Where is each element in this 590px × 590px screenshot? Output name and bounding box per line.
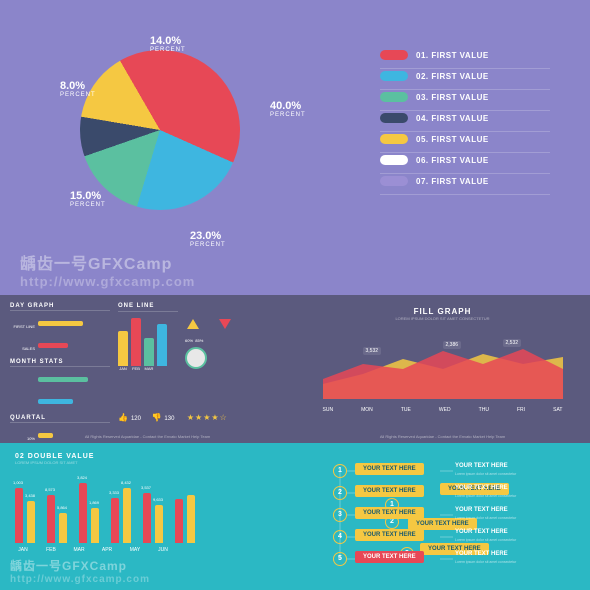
double-bar: 8,573 [47,495,55,543]
pie-percent-label: 15.0%PERCENT [70,190,106,208]
hbar-row: FIRST LINE [10,315,110,333]
flow-text-label: YOUR TEXT HERE [455,529,508,535]
flow-panel: YOUR TEXT HERE 1 YOUR TEXT HERE 2 YOUR TEXT … [295,443,590,590]
legend-item: 01. FIRST VALUE [380,50,550,60]
flow-number: 3 [333,508,347,522]
area-value-label: 2,532 [503,339,522,347]
flow-text-label: YOUR TEXT HERE [455,551,508,557]
double-bar: 3,824 [79,483,87,543]
footer-text-2: All Rights Reserved Aquaridae - Contact … [295,434,590,439]
area-chart: 3,532 2,386 2,532 [323,329,563,399]
hbar-row: SALES [10,337,110,355]
legend-item: 03. FIRST VALUE [380,92,550,102]
double-sub: LOREM IPSUM DOLOR SIT AMET [15,460,295,465]
area-value-label: 3,532 [363,347,382,355]
vbar [144,338,154,366]
legend-item: 05. FIRST VALUE [380,134,550,144]
vbar [118,331,128,366]
watermark-2: 龋齿一号GFXCamp http://www.gfxcamp.com [10,557,150,585]
double-bar: 3,333 [111,498,119,543]
flow-number: 4 [333,530,347,544]
flow-box: YOUR TEXT HERE [355,507,424,519]
double-bar: 8,432 [123,488,131,543]
pie-chart: 40.0%PERCENT23.0%PERCENT15.0%PERCENT8.0%… [60,30,260,230]
flow-number: 1 [333,464,347,478]
vbar [131,318,141,366]
legend-item: 04. FIRST VALUE [380,113,550,123]
pie-percent-label: 23.0%PERCENT [190,230,226,248]
arrow-up-icon [187,319,199,329]
arrow-down-icon [219,319,231,329]
legend-item: 07. FIRST VALUE [380,176,550,186]
double-bar [187,495,195,543]
hbars-panel: DAY GRAPH FIRST LINE SALES MONTH STATS QUART… [0,295,295,443]
legend: 01. FIRST VALUE 02. FIRST VALUE 03. FIRST … [380,50,550,197]
pie-percent-label: 40.0%PERCENT [270,100,306,118]
thumbs-up-icon: 👍 [118,413,128,422]
flow-number: 2 [333,486,347,500]
pie-percent-label: 14.0%PERCENT [150,35,186,53]
flow-box: YOUR TEXT HERE [355,551,424,563]
footer-text: All Rights Reserved Aquaridae - Contact … [0,434,295,439]
double-bars-panel: 02 DOUBLE VALUE LOREM IPSUM DOLOR SIT AM… [0,443,295,590]
area-x-labels: SUNMONTUEWEDTHUFRISAT [323,407,563,413]
fill-graph-panel: FILL GRAPH LOREM IPSUM DOLOR SIT AMET CO… [295,295,590,443]
pie-percent-label: 8.0%PERCENT [60,80,96,98]
flow-box: YOUR TEXT HERE [355,485,424,497]
double-bar: 5,864 [59,513,67,543]
legend-item: 06. FIRST VALUE [380,155,550,165]
flow-box: YOUR TEXT HERE [355,463,424,475]
flow-box: YOUR TEXT HERE [355,529,424,541]
double-x-labels: JANFEBMARAPRMAYJUN [15,547,295,553]
legend-item: 02. FIRST VALUE [380,71,550,81]
hbar-group-title: QUARTAL [10,415,110,421]
avatar-icon [185,347,207,369]
double-bar [175,499,183,543]
double-bar: 1,003 [15,488,23,543]
double-title: 02 DOUBLE VALUE [15,453,295,460]
double-bar: 9,633 [155,505,163,543]
hbar-group-title: MONTH STATS [10,359,110,365]
thumbs-down-icon: 👎 [151,413,161,422]
flow-text-label: YOUR TEXT HERE [455,507,508,513]
flow-number: 5 [333,552,347,566]
hbar-group-title: DAY GRAPH [10,303,110,309]
double-bar: 1,869 [91,508,99,543]
area-value-label: 2,386 [443,341,462,349]
double-bar: 3,438 [27,501,35,543]
double-bar: 3,537 [143,493,151,543]
flow-text-label: YOUR TEXT HERE [455,463,508,469]
vbar [157,324,167,366]
vbars-title: ONE LINE [118,303,178,309]
flow-text-label: YOUR TEXT HERE [455,485,508,491]
hbar-row [10,371,110,389]
star-rating: ★★★★☆ [187,413,228,422]
watermark: 龋齿一号GFXCamp http://www.gfxcamp.com [20,250,195,289]
hbar-row [10,393,110,411]
pie-panel: 40.0%PERCENT 23.0%PERCENT 15.0%PERCENT 8.0%… [0,0,590,295]
fill-sub: LOREM IPSUM DOLOR SIT AMET CONSECTETUR [295,316,590,321]
fill-title: FILL GRAPH [295,307,590,316]
